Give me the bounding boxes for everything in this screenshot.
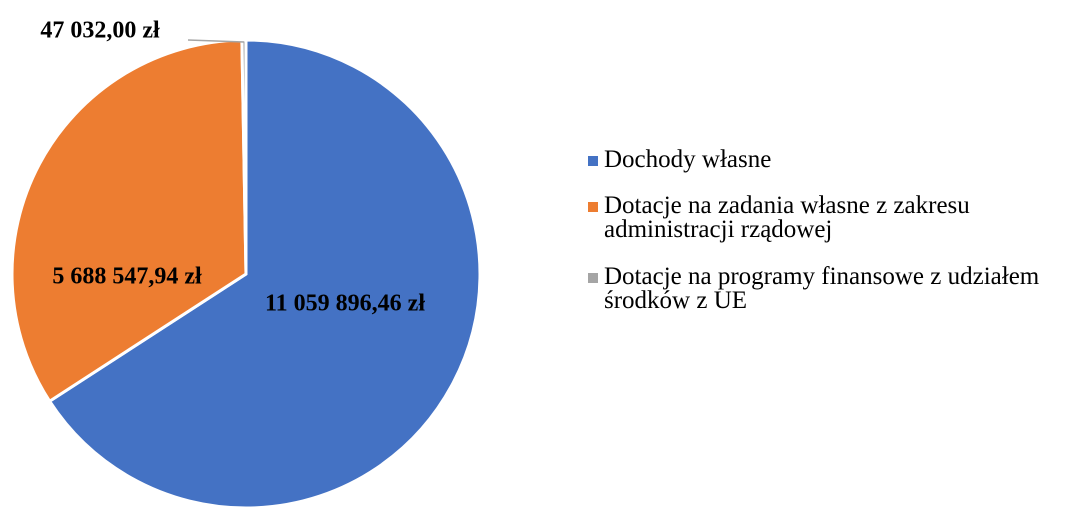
leader-line	[187, 39, 244, 43]
legend-item: Dotacje na zadania własne z zakresu admi…	[588, 192, 1078, 243]
legend-item: Dotacje na programy finansowe z udziałem…	[588, 263, 1078, 314]
legend-item: Dochody własne	[588, 146, 1078, 173]
data-label: 5 688 547,94 zł	[52, 264, 202, 290]
legend-label: Dochody własne	[604, 146, 772, 173]
legend-swatch	[588, 273, 598, 283]
pie-slice	[47, 38, 482, 509]
data-label: 47 032,00 zł	[40, 18, 160, 44]
legend-label: Dotacje na programy finansowe z udziałem…	[604, 263, 1040, 314]
pie-slice	[240, 38, 248, 275]
legend-swatch	[588, 156, 598, 166]
legend-swatch	[588, 202, 598, 212]
legend-label: Dotacje na zadania własne z zakresu admi…	[604, 192, 970, 243]
data-label: 11 059 896,46 zł	[265, 291, 425, 317]
pie-slice	[10, 38, 248, 404]
